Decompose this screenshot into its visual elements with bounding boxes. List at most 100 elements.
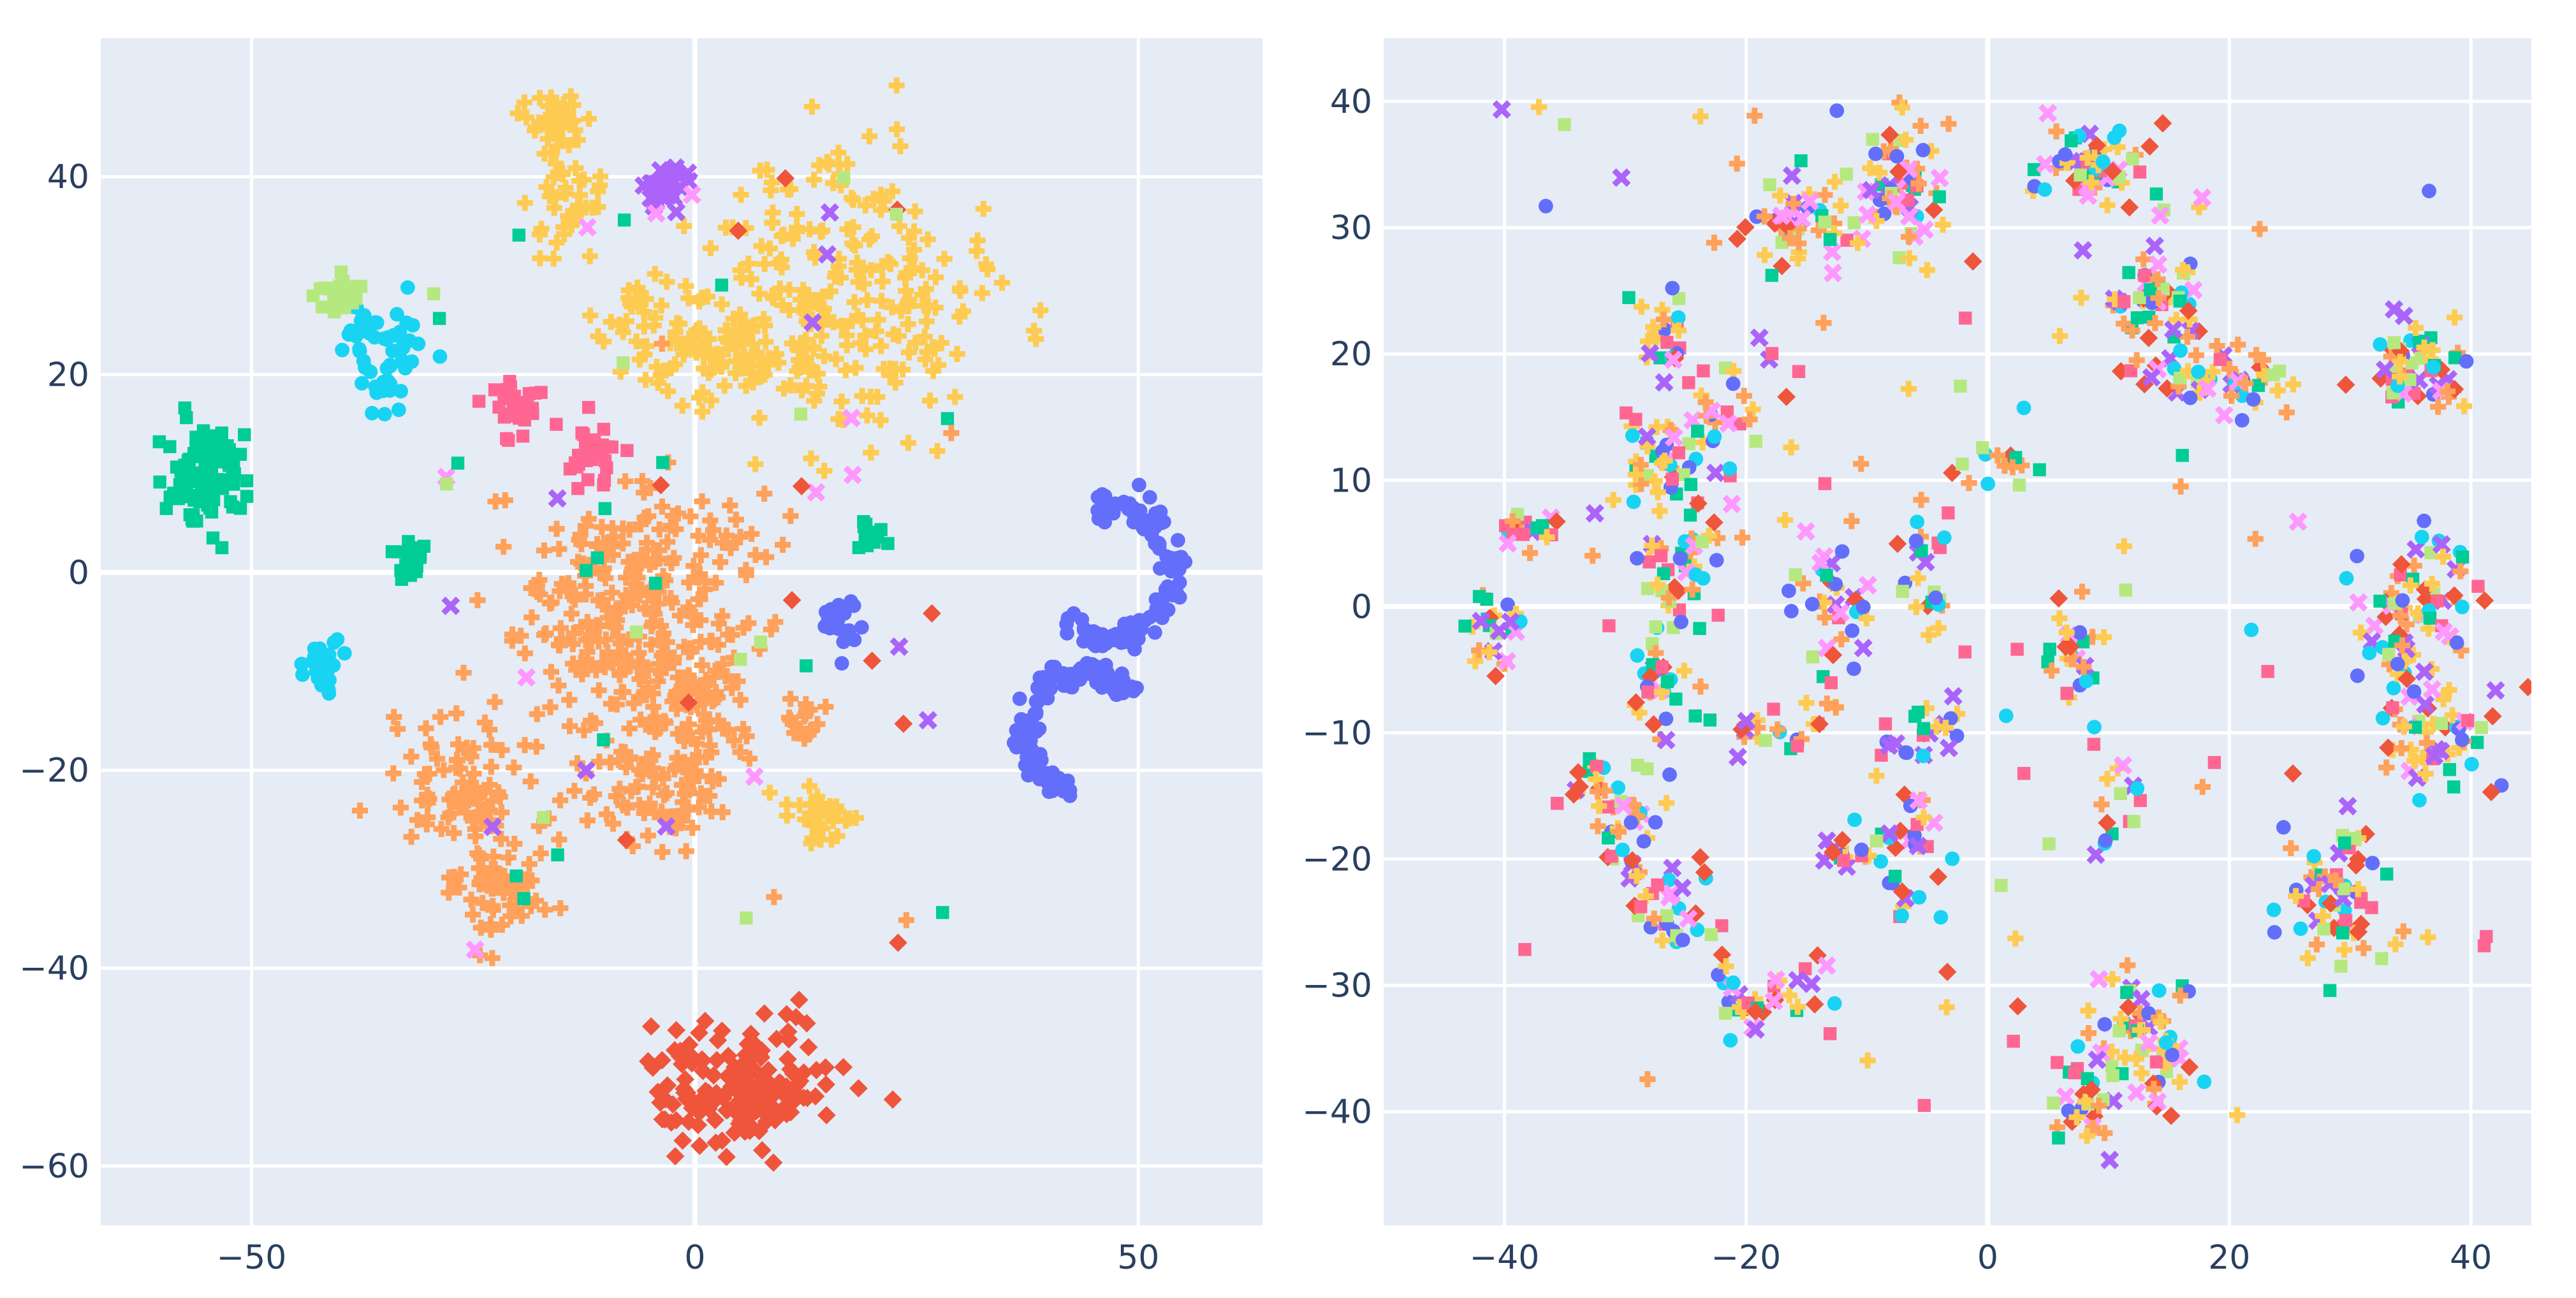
data-point [536, 145, 553, 162]
data-point [1032, 721, 1047, 736]
data-point [1719, 414, 1738, 433]
data-point [2426, 360, 2441, 375]
data-point [1682, 376, 1695, 390]
data-point [181, 454, 195, 467]
data-point [1695, 535, 1709, 549]
data-point [2130, 311, 2144, 324]
data-point [2174, 371, 2187, 385]
data-point [779, 1022, 798, 1041]
data-point [811, 157, 828, 173]
data-point [918, 281, 934, 297]
data-point [683, 643, 699, 660]
data-point [1628, 868, 1645, 884]
data-point [2339, 571, 2354, 586]
data-point [890, 328, 907, 344]
data-point [631, 645, 647, 661]
data-point [837, 362, 854, 379]
data-point [859, 407, 875, 424]
data-point [674, 812, 691, 829]
data-point [733, 186, 749, 203]
data-point [741, 750, 757, 767]
data-point [641, 189, 660, 208]
data-point [1648, 815, 1663, 830]
data-point [1671, 322, 1687, 339]
data-point [1725, 363, 1742, 379]
data-point [1792, 365, 1806, 379]
data-point [551, 831, 567, 848]
data-point [690, 591, 706, 608]
data-point [852, 541, 866, 555]
data-point [2395, 923, 2411, 940]
data-point [1091, 511, 1106, 527]
data-point [472, 395, 486, 408]
data-point [1817, 609, 1833, 626]
data-point [1645, 319, 1662, 335]
data-point [1725, 376, 1741, 391]
data-point [2422, 184, 2436, 198]
data-point [779, 807, 795, 824]
data-point [895, 361, 911, 378]
data-point [2375, 711, 2390, 726]
data-point [752, 1048, 770, 1067]
points-layer [1458, 94, 2531, 1170]
data-point [2475, 721, 2488, 734]
data-point [2448, 351, 2462, 365]
data-point [2387, 936, 2404, 952]
data-point [2214, 405, 2234, 425]
data-point [1908, 533, 1924, 548]
data-point [185, 513, 199, 526]
data-point [714, 296, 730, 312]
data-point [1711, 608, 1725, 622]
data-point [2171, 1074, 2188, 1090]
data-point [2074, 583, 2091, 600]
data-point [355, 312, 370, 327]
data-point [578, 217, 597, 237]
data-point [2482, 782, 2501, 801]
data-point [2213, 353, 2227, 367]
data-point [2408, 386, 2421, 400]
data-point [2393, 740, 2410, 757]
data-point [1637, 427, 1657, 446]
data-point [854, 312, 871, 328]
data-point [1901, 228, 1917, 245]
data-point [622, 295, 638, 312]
data-point [604, 815, 622, 832]
data-point [1746, 1020, 1765, 1039]
data-point [1843, 513, 1860, 529]
data-point [2376, 608, 2396, 627]
data-point [704, 1066, 723, 1085]
data-point [651, 1093, 670, 1112]
data-point [1585, 504, 1604, 523]
data-point [1794, 154, 1808, 168]
data-point [495, 539, 512, 555]
data-point [2048, 123, 2065, 140]
data-point [2088, 1050, 2107, 1069]
data-point [2120, 198, 2139, 217]
x-tick-label: −50 [217, 1239, 287, 1277]
data-point [805, 340, 822, 357]
data-point [1943, 687, 1963, 706]
data-point [597, 631, 614, 648]
data-point [1896, 585, 1909, 598]
y-tick-label: −40 [19, 950, 89, 988]
data-point [739, 1062, 758, 1081]
data-point [993, 274, 1011, 291]
data-point [561, 718, 578, 734]
data-point [2470, 736, 2484, 749]
data-point [755, 1004, 774, 1023]
data-point [833, 317, 851, 334]
data-point [1498, 534, 1518, 553]
data-point [653, 297, 670, 314]
data-point [2116, 538, 2132, 555]
data-point [1912, 705, 1925, 719]
data-point [2133, 1065, 2150, 1082]
data-point [2103, 162, 2122, 180]
data-point [582, 248, 598, 265]
data-point [684, 819, 701, 836]
data-point [602, 754, 618, 771]
data-point [1697, 394, 1714, 411]
data-point [590, 183, 606, 200]
data-point [450, 736, 467, 753]
data-point [1062, 788, 1078, 803]
data-point [492, 400, 506, 414]
